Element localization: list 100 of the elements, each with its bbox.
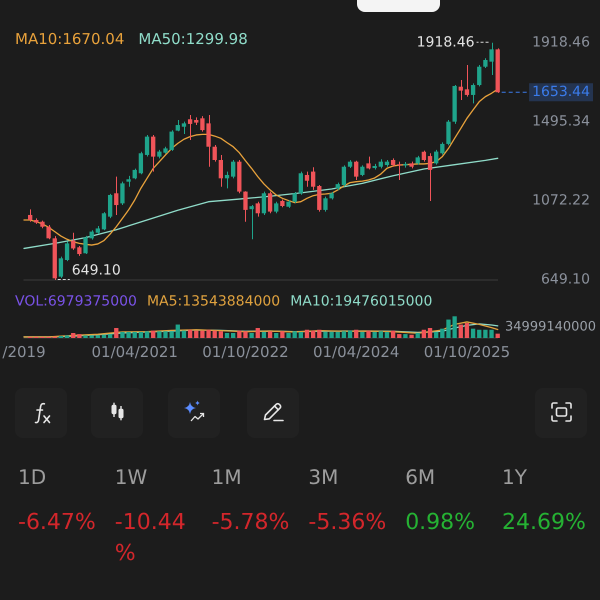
bar [114,328,118,338]
candlestick [298,171,303,196]
text: MA10:1670.04 [15,30,124,48]
bar [470,328,476,338]
bar [224,333,230,338]
bar [231,333,236,338]
candlestick [262,191,266,216]
bar [182,330,186,338]
series-label: MA5:13543884000 [146,294,280,310]
category-label: 1Y [502,465,528,489]
text: 0.98% [405,510,476,534]
bar [422,330,426,338]
bar [416,333,420,338]
candlestick [83,235,88,255]
bar [120,332,125,338]
series-label: MA10:19476015000 [290,294,432,310]
bar [157,331,162,338]
bar [206,330,211,338]
candlestick [323,196,328,212]
bar [237,330,242,338]
bar [489,330,494,338]
bar [274,333,278,338]
candlestick [464,64,470,98]
y-tick-label: 1495.34 [532,113,590,130]
text: 34999140000 [505,320,596,335]
category-label: 1W [114,465,148,489]
bar [464,323,470,338]
candlestick [176,119,180,132]
chart-title: VOL:6979375000 [15,294,137,310]
candlestick [292,191,297,204]
annotation: 1918.46 [416,34,475,50]
bar [458,324,463,338]
candlestick [108,193,112,219]
candlestick [477,64,482,87]
category-label: 3M [308,465,340,489]
ref-line-label: 1653.44 [532,84,590,100]
x-tick-label: 01/04/2021 [92,342,178,361]
candlestick [46,224,51,240]
candlestick [144,134,150,157]
bar [243,331,248,338]
bar [126,332,131,338]
candlestick [102,212,106,231]
candlestick [224,171,230,189]
text: -5.78% [212,510,290,534]
bar [280,331,285,338]
bar [256,328,260,338]
bar [151,330,156,338]
candlestick [200,116,205,132]
bar [446,320,451,338]
candlestick [218,154,224,188]
candlestick [151,134,156,172]
candlestick [58,256,64,278]
x-tick-label: 01/10/2022 [202,342,289,361]
candlestick [212,144,217,162]
text: -5.36% [308,510,386,534]
category-label: 6M [405,465,436,489]
text: MA50:1299.98 [138,30,248,48]
text: 24.69% [502,510,586,534]
x-tick-label: 01/04/2024 [312,342,400,361]
bar [428,328,432,338]
candlestick [458,79,463,100]
bar [348,330,352,338]
category-label: 1M [212,465,243,489]
candlestick [231,160,236,179]
x-tick-label: 01/10/2025 [424,342,510,361]
bar [452,316,457,338]
bar [249,333,254,338]
candlestick [243,190,248,222]
y-tick-label: 1072.22 [532,192,590,209]
candlestick [483,58,488,69]
annotation: 649.10 [72,262,121,279]
candlestick [304,171,310,188]
bar [102,334,106,338]
x-tick-label: /2019 [2,342,46,361]
candlestick [489,42,494,76]
candlestick [366,156,371,170]
bar [323,332,328,338]
bar [384,332,390,338]
candlestick [428,152,432,202]
bar [108,334,112,338]
candlestick [28,208,32,222]
y-tick-label: 1918.46 [532,34,590,50]
text: -10.44% [114,510,186,566]
bar [354,330,358,338]
bar [304,330,310,338]
bar [200,330,205,338]
candlestick [446,119,451,146]
text: -6.47% [18,510,96,534]
candlestick [169,130,174,152]
category-label: 1D [18,465,48,489]
bar [366,330,371,338]
bar [496,334,500,338]
bar [144,331,150,338]
candlestick [120,181,125,206]
bar [268,331,272,338]
candlestick [354,160,358,181]
candlestick [64,241,70,262]
candlestick [470,82,476,104]
bar [403,334,408,338]
candlestick [422,150,426,162]
